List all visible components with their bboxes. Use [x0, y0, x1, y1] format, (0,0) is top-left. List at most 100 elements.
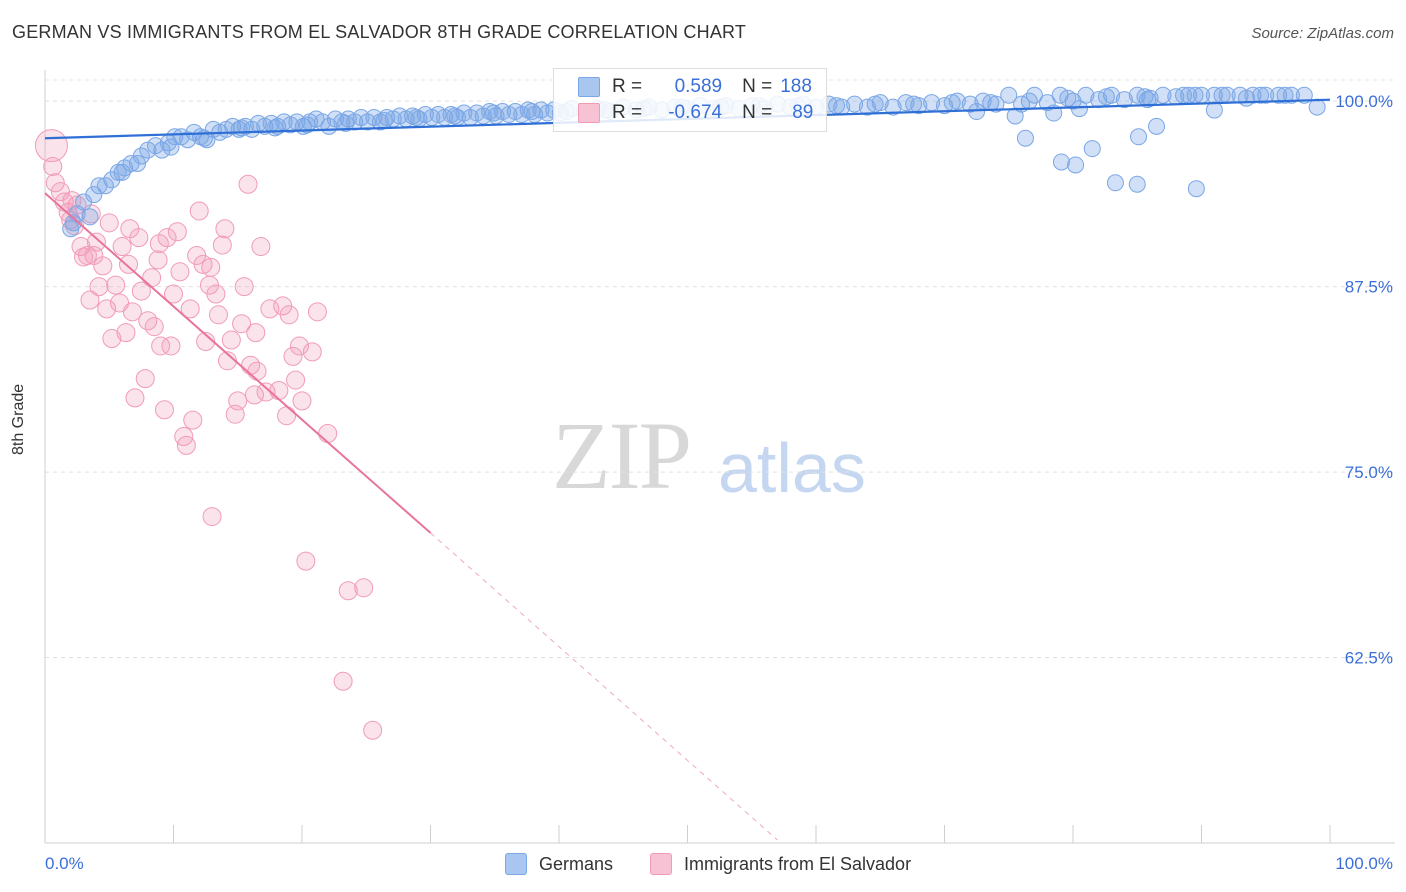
- el-salvador-point: [307, 302, 327, 322]
- el-salvador-point: [212, 235, 232, 255]
- legend-germans: Germans: [505, 852, 613, 876]
- el-salvador-point: [221, 330, 241, 350]
- germans-point: [828, 97, 846, 115]
- r-label: R =: [612, 76, 643, 97]
- el-salvador-point: [193, 254, 213, 274]
- germans-point: [1154, 86, 1172, 104]
- germans-point: [1270, 86, 1288, 104]
- germans-point: [1213, 86, 1231, 104]
- germans-point: [1186, 86, 1204, 104]
- germans-point: [113, 163, 131, 181]
- germans-point: [1000, 86, 1018, 104]
- x-tick-label: 100.0%: [1335, 854, 1393, 873]
- n-value: 89: [792, 102, 814, 123]
- germans-point: [1006, 107, 1024, 125]
- el-salvador-point: [148, 250, 168, 270]
- el-salvador-point: [238, 174, 258, 194]
- germans-point: [1276, 86, 1294, 104]
- germans-point: [846, 95, 864, 113]
- germans-point: [298, 116, 316, 134]
- el-salvador-point: [149, 234, 169, 254]
- el-salvador-swatch: [578, 103, 600, 123]
- germans-swatch: [578, 77, 600, 97]
- el-salvador-point: [161, 336, 181, 356]
- germans-point: [266, 119, 284, 137]
- germans-point: [884, 98, 902, 116]
- germans-point: [64, 214, 82, 232]
- germans-point: [1059, 89, 1077, 107]
- watermark-atlas: atlas: [718, 429, 866, 507]
- source-label: Source: ZipAtlas.com: [1251, 25, 1394, 42]
- el-salvador-point: [34, 129, 68, 163]
- germans-point: [1205, 101, 1223, 119]
- el-salvador-point: [157, 228, 177, 248]
- el-salvador-point: [215, 219, 235, 239]
- el-salvador-point: [167, 222, 187, 242]
- el-salvador-point: [142, 268, 162, 288]
- el-salvador-point: [260, 299, 280, 319]
- el-salvador-point: [155, 400, 175, 420]
- y-tick-label: 87.5%: [1345, 278, 1393, 297]
- stats-legend: R = 0.589 N = 188 R = -0.674 N = 89: [553, 68, 827, 132]
- legend-row-germans: R = 0.589 N = 188: [578, 75, 812, 99]
- el-salvador-point: [292, 391, 312, 411]
- el-salvador-point: [180, 299, 200, 319]
- el-salvador-point: [106, 275, 126, 295]
- n-value: 188: [780, 76, 812, 97]
- germans-point: [1067, 156, 1085, 174]
- n-label: N =: [742, 76, 773, 97]
- el-salvador-legend-label: Immigrants from El Salvador: [684, 853, 912, 874]
- el-salvador-point: [302, 342, 322, 362]
- germans-point: [1128, 175, 1146, 193]
- germans-point: [1083, 140, 1101, 158]
- el-salvador-point: [77, 245, 97, 265]
- germans-point: [1139, 91, 1157, 109]
- germans-point: [1148, 117, 1166, 135]
- germans-point: [982, 94, 1000, 112]
- germans-point: [1252, 86, 1270, 104]
- germans-legend-label: Germans: [539, 853, 614, 874]
- el-salvador-point: [45, 173, 65, 193]
- el-salvador-point: [99, 213, 119, 233]
- watermark-zip: ZIP: [552, 402, 692, 509]
- el-salvador-point: [269, 380, 289, 400]
- el-salvador-point: [151, 336, 171, 356]
- germans-point: [1016, 129, 1034, 147]
- el-salvador-point: [176, 435, 196, 455]
- germans-point: [1070, 100, 1088, 118]
- el-salvador-point: [296, 551, 316, 571]
- el-salvador-point: [202, 507, 222, 527]
- el-salvador-point: [102, 329, 122, 349]
- el-salvador-point: [338, 581, 358, 601]
- germans-point: [337, 114, 355, 132]
- el-salvador-point: [120, 219, 140, 239]
- el-salvador-point: [244, 385, 264, 405]
- germans-point: [1237, 89, 1255, 107]
- germans-point: [132, 147, 150, 165]
- germans-point: [1052, 153, 1070, 171]
- germans-point: [484, 104, 502, 122]
- el-salvador-point: [283, 346, 303, 366]
- el-salvador-point: [112, 237, 132, 257]
- el-salvador-point: [234, 277, 254, 297]
- germans-point: [1038, 94, 1056, 112]
- el-salvador-point: [89, 277, 109, 297]
- el-salvador-point: [80, 290, 100, 310]
- el-salvador-point: [246, 323, 266, 343]
- germans-point: [523, 103, 541, 121]
- germans-point: [85, 186, 103, 204]
- el-salvador-point: [318, 424, 338, 444]
- germans-point: [1282, 86, 1300, 104]
- r-label: R =: [612, 102, 643, 123]
- el-salvador-point: [363, 720, 383, 740]
- germans-point: [407, 108, 425, 126]
- el-salvador-point: [206, 284, 226, 304]
- el-salvador-point: [125, 388, 145, 408]
- germans-point: [375, 111, 393, 129]
- germans-point: [1257, 86, 1275, 104]
- el-salvador-point: [201, 257, 221, 277]
- germans-point: [1106, 174, 1124, 192]
- y-tick-label: 75.0%: [1345, 463, 1393, 482]
- el-salvador-point: [277, 406, 297, 426]
